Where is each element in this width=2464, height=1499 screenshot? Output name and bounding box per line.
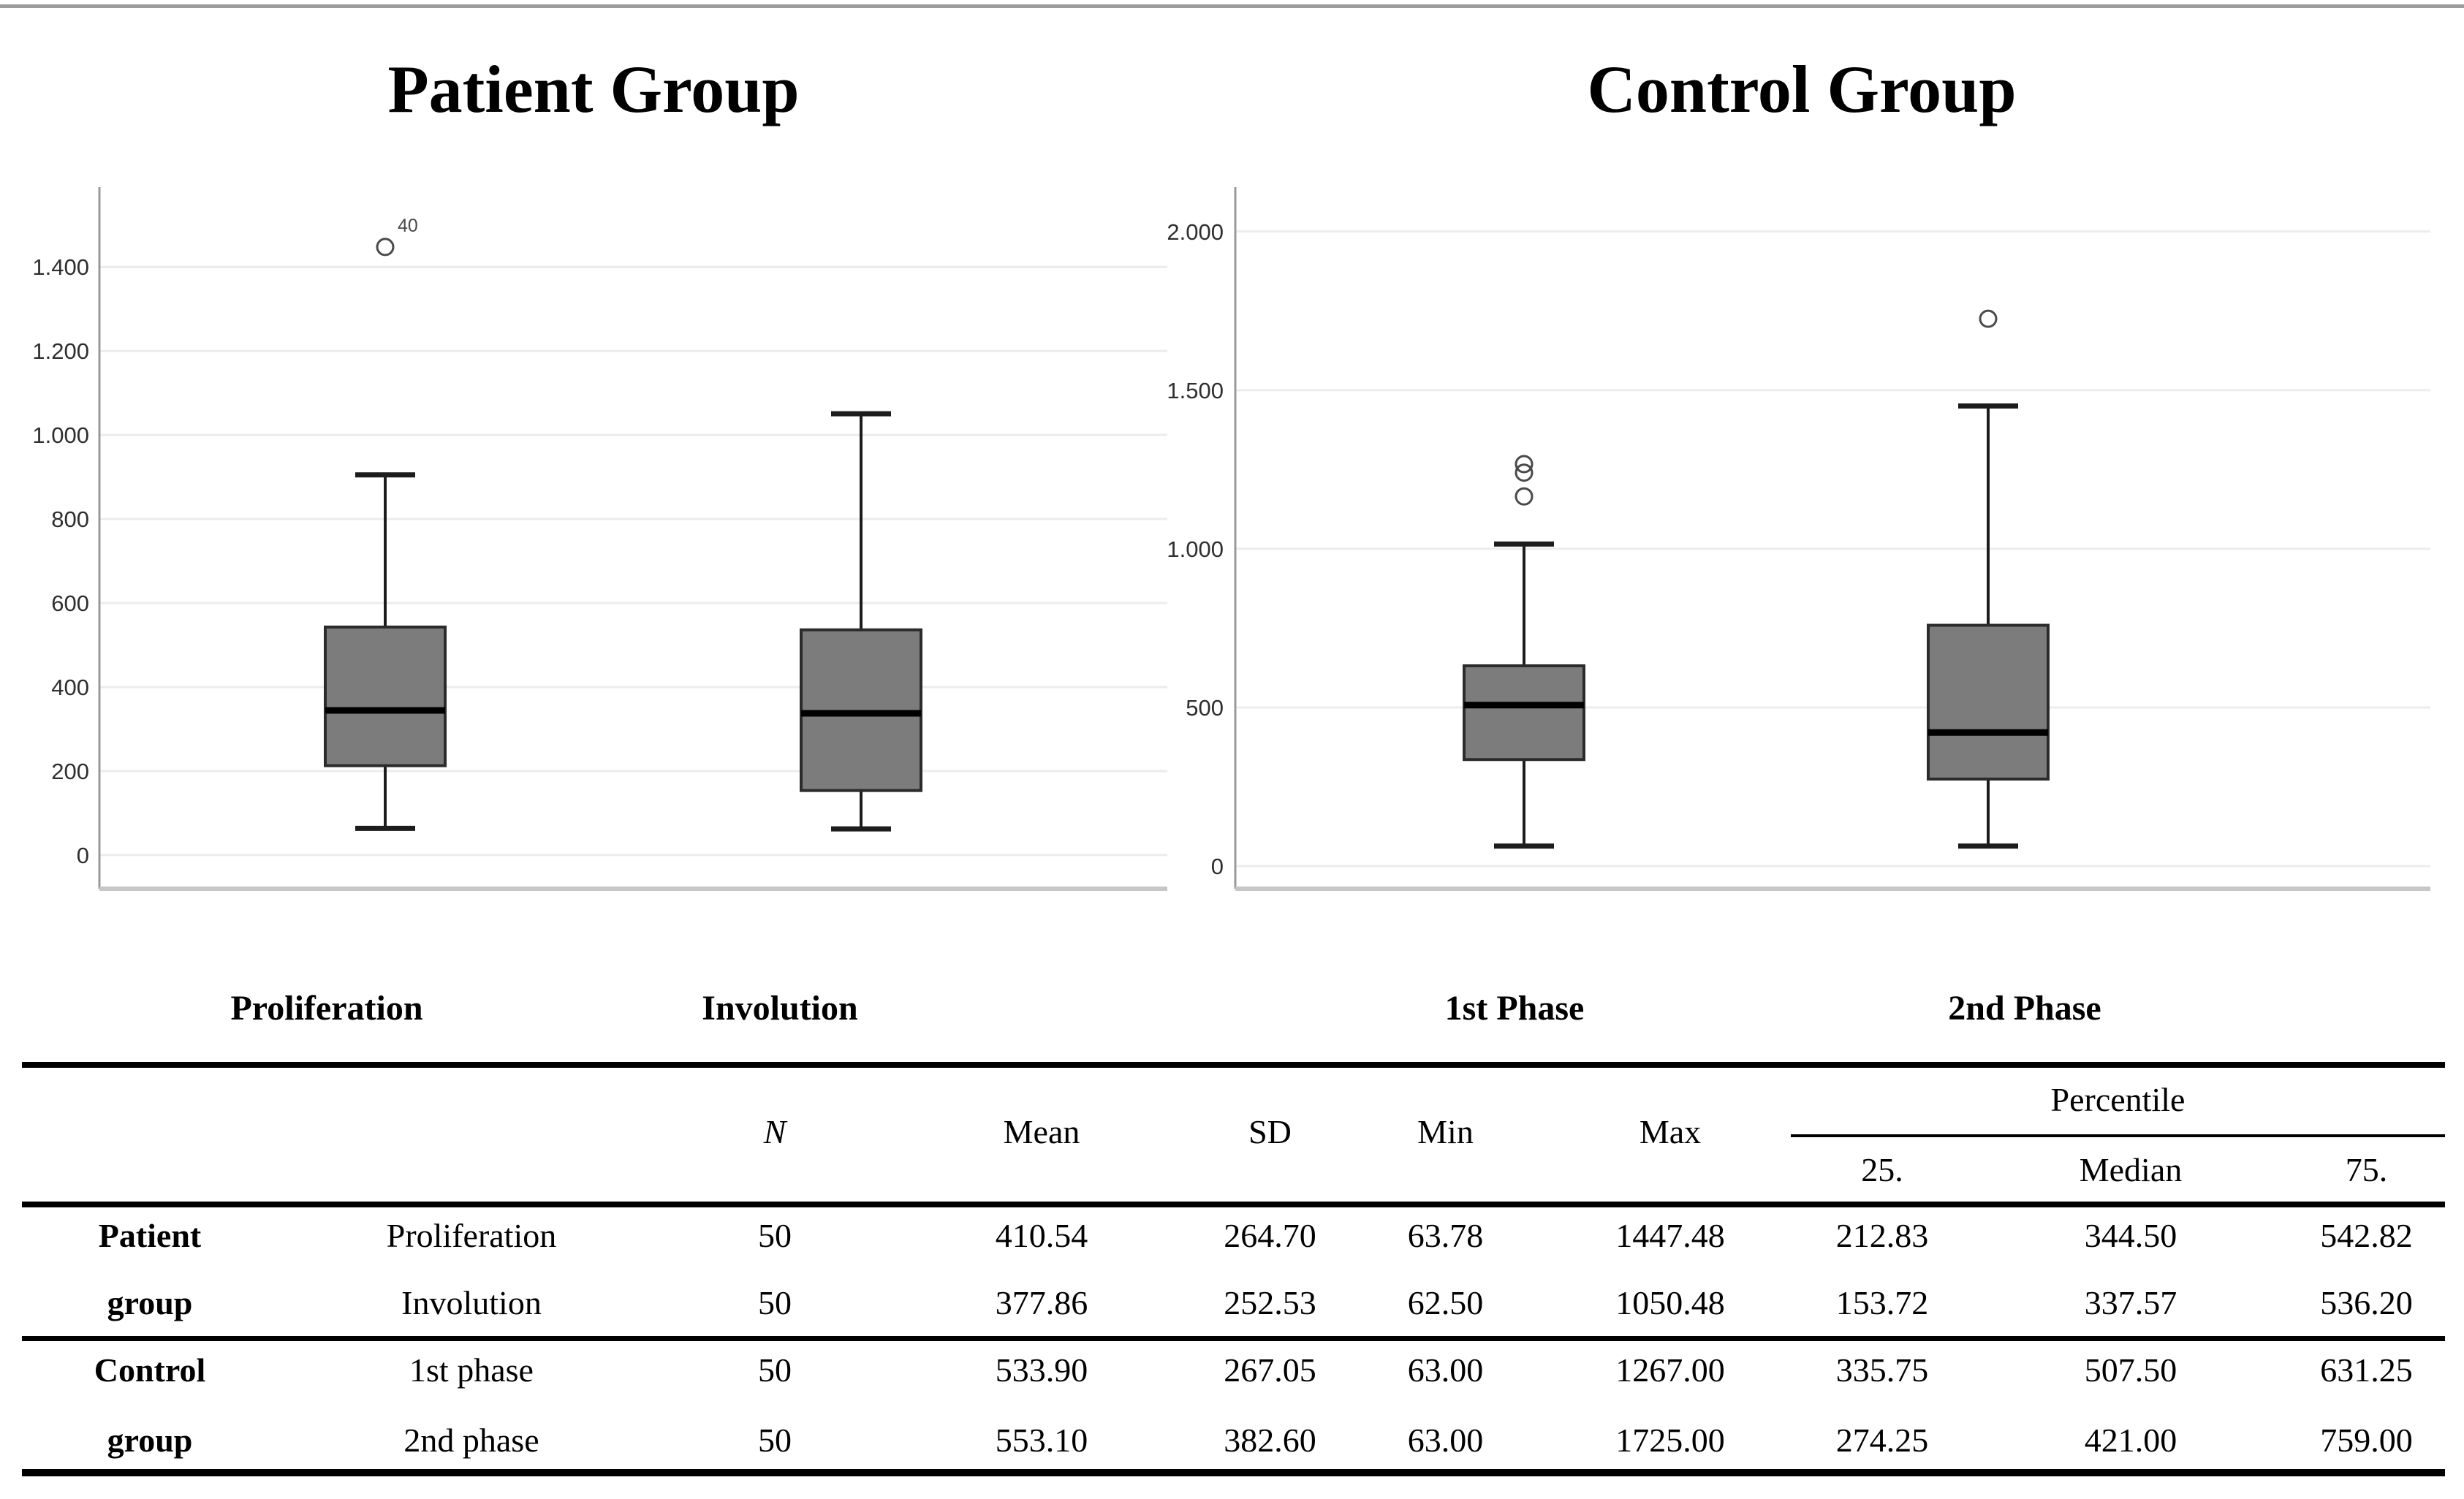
- y-tick-label: 600: [51, 591, 89, 616]
- col-header-min: Min: [1417, 1113, 1474, 1150]
- iqr-box: [1927, 623, 2050, 781]
- caption-involution: Involution: [702, 989, 858, 1028]
- col-header-p25: 25.: [1861, 1150, 1903, 1188]
- row-group-label: Patient: [98, 1216, 202, 1254]
- caption-1st-phase: 1st Phase: [1444, 989, 1585, 1028]
- y-tick-label: 500: [1186, 695, 1224, 721]
- top-divider: [0, 4, 2464, 8]
- y-tick-label: 0: [77, 843, 89, 868]
- caption-2nd-phase: 2nd Phase: [1948, 989, 2101, 1028]
- row-n: 50: [758, 1283, 792, 1321]
- col-header-median: Median: [2079, 1150, 2183, 1188]
- row-mean: 410.54: [995, 1216, 1088, 1254]
- row-min: 62.50: [1407, 1283, 1484, 1321]
- outlier-icon: [376, 238, 395, 257]
- row-group-label: group: [107, 1283, 193, 1321]
- row-p75: 631.25: [2320, 1351, 2413, 1389]
- col-header-n: N: [763, 1113, 786, 1150]
- outlier-icon: [1979, 309, 1998, 328]
- y-tick-label: 1.000: [32, 422, 89, 448]
- iqr-box: [324, 625, 447, 767]
- control-group-title: Control Group: [1587, 52, 2017, 126]
- row-n: 50: [758, 1351, 792, 1389]
- control-group-chart: 0 500 1.000 1.500 2.000: [1167, 187, 2430, 891]
- row-median: 421.00: [2084, 1421, 2177, 1459]
- row-group-label: Control: [94, 1351, 206, 1389]
- iqr-box: [1463, 664, 1585, 762]
- col-header-p75: 75.: [2345, 1150, 2388, 1188]
- table-group-border: [22, 1336, 2445, 1341]
- col-header-sd: SD: [1248, 1113, 1292, 1150]
- row-median: 507.50: [2084, 1351, 2177, 1389]
- col-header-percentile: Percentile: [2050, 1081, 2186, 1118]
- outlier-case-label: 40: [398, 216, 418, 236]
- row-n: 50: [758, 1421, 792, 1459]
- y-tick-label: 2.000: [1167, 219, 1224, 245]
- row-min: 63.00: [1407, 1351, 1484, 1389]
- row-sd: 264.70: [1224, 1216, 1316, 1254]
- row-phase: 1st phase: [409, 1351, 534, 1389]
- box-plot-1st-phase: [1463, 455, 1585, 849]
- row-p75: 759.00: [2320, 1421, 2413, 1459]
- row-p25: 274.25: [1835, 1421, 1929, 1459]
- box-plot-involution: [800, 411, 922, 832]
- box-plot-2nd-phase: [1927, 309, 2050, 849]
- y-tick-label: 0: [1211, 854, 1224, 879]
- y-tick-label: 1.500: [1167, 378, 1224, 403]
- row-n: 50: [758, 1216, 792, 1254]
- boxplot-canvas: 02004006008001.0001.2001.4004005001.0001…: [32, 187, 2430, 891]
- y-tick-label: 800: [51, 506, 89, 532]
- outlier-icon: [1515, 487, 1534, 506]
- table-header-border: [22, 1202, 2445, 1207]
- row-min: 63.00: [1407, 1421, 1484, 1459]
- row-mean: 377.86: [995, 1283, 1088, 1321]
- row-max: 1725.00: [1615, 1421, 1725, 1459]
- y-tick-label: 400: [51, 675, 89, 700]
- caption-proliferation: Proliferation: [230, 989, 423, 1028]
- outlier-icon: [1515, 455, 1534, 474]
- row-p75: 542.82: [2320, 1216, 2413, 1254]
- col-header-max: Max: [1639, 1113, 1702, 1150]
- row-p75: 536.20: [2320, 1283, 2413, 1321]
- row-sd: 252.53: [1224, 1283, 1316, 1321]
- box-plot-proliferation: 40: [324, 216, 447, 831]
- y-tick-label: 1.400: [32, 254, 89, 280]
- row-sd: 382.60: [1224, 1421, 1316, 1459]
- row-sd: 267.05: [1224, 1351, 1316, 1389]
- row-max: 1267.00: [1615, 1351, 1725, 1389]
- col-header-mean: Mean: [1003, 1113, 1080, 1150]
- row-median: 344.50: [2084, 1216, 2177, 1254]
- row-min: 63.78: [1407, 1216, 1484, 1254]
- row-p25: 153.72: [1835, 1283, 1929, 1321]
- row-max: 1447.48: [1615, 1216, 1725, 1254]
- patient-group-chart: 0 200 400 600 800 1.000 1.200 1.400 40: [32, 187, 1167, 891]
- row-phase: Proliferation: [386, 1216, 557, 1254]
- statistics-table: N Mean SD Min Max Percentile 25. Median …: [22, 1062, 2445, 1476]
- row-mean: 553.10: [995, 1421, 1088, 1459]
- row-max: 1050.48: [1615, 1283, 1725, 1321]
- patient-group-title: Patient Group: [387, 52, 800, 126]
- row-median: 337.57: [2084, 1283, 2177, 1321]
- row-p25: 335.75: [1835, 1351, 1929, 1389]
- y-tick-label: 1.200: [32, 338, 89, 364]
- row-mean: 533.90: [995, 1351, 1088, 1389]
- table-bottom-border: [22, 1469, 2445, 1476]
- row-phase: Involution: [401, 1283, 542, 1321]
- row-group-label: group: [107, 1421, 193, 1459]
- percentile-underline: [1791, 1134, 2445, 1137]
- y-tick-label: 200: [51, 759, 89, 784]
- row-p25: 212.83: [1835, 1216, 1929, 1254]
- outlier-icon: [1515, 463, 1534, 482]
- row-phase: 2nd phase: [403, 1421, 539, 1459]
- table-top-border: [22, 1062, 2445, 1068]
- y-tick-label: 1.000: [1167, 536, 1224, 562]
